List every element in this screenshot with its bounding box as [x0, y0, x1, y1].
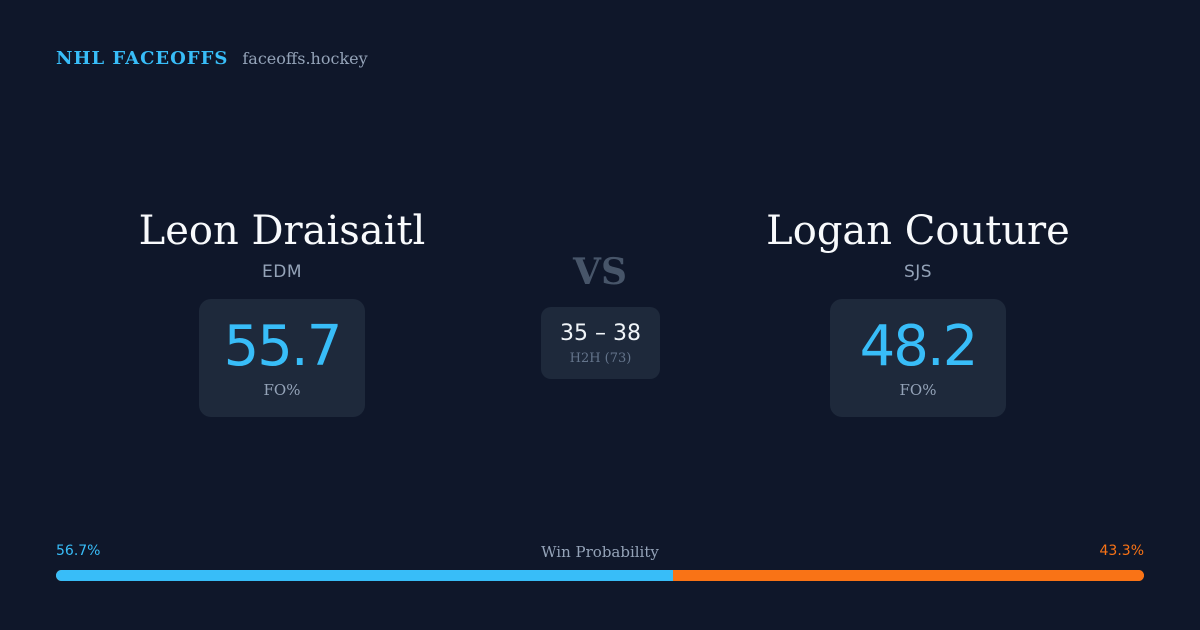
brand-header: NHL FACEOFFS faceoffs.hockey — [56, 48, 368, 69]
win-probability-bar — [56, 570, 1144, 581]
win-probability-bar-right — [672, 570, 1144, 581]
h2h-label: H2H (73) — [569, 350, 632, 366]
win-probability-title: Win Probability — [541, 543, 659, 561]
player-1-fo-pct: 55.7 — [223, 314, 343, 379]
player-2-name: Logan Couture — [766, 208, 1070, 254]
win-probability-labels: 56.7% Win Probability 43.3% — [56, 543, 1144, 563]
player-1-name: Leon Draisaitl — [138, 208, 426, 254]
head-to-head-card: 35 – 38 H2H (73) — [541, 307, 660, 379]
player-2-fo-label: FO% — [899, 381, 937, 399]
player-1-stat-card: 55.7 FO% — [199, 299, 365, 417]
player-1-team: EDM — [262, 262, 302, 282]
player-1-panel: Leon Draisaitl EDM 55.7 FO% — [130, 204, 434, 417]
brand-name: NHL FACEOFFS — [56, 48, 229, 69]
player-2-panel: Logan Couture SJS 48.2 FO% — [766, 204, 1070, 417]
win-probability-right-value: 43.3% — [1099, 543, 1144, 559]
player-2-fo-pct: 48.2 — [859, 314, 979, 379]
brand-domain: faceoffs.hockey — [242, 49, 368, 68]
player-2-stat-card: 48.2 FO% — [830, 299, 1006, 417]
win-probability-left-value: 56.7% — [56, 543, 101, 559]
h2h-score: 35 – 38 — [560, 320, 641, 346]
player-2-team: SJS — [903, 262, 933, 282]
player-1-fo-label: FO% — [263, 381, 301, 399]
win-probability-bar-left — [56, 570, 673, 581]
vs-label: VS — [573, 251, 627, 293]
